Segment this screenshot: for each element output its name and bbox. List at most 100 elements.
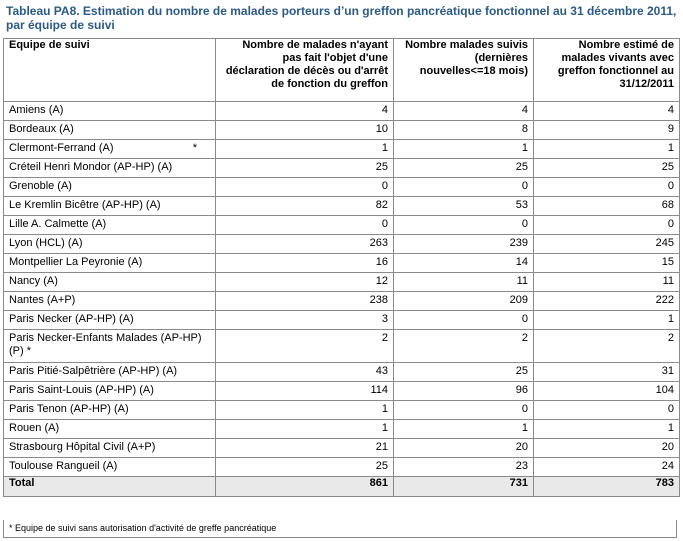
value-cell-col1: 0 — [215, 215, 394, 235]
team-name-cell: Paris Saint-Louis (AP-HP) (A) — [3, 381, 216, 401]
value-cell-col1: 238 — [215, 291, 394, 311]
value-cell-col1: 12 — [215, 272, 394, 292]
value-cell-col1: 10 — [215, 120, 394, 140]
team-name-cell: Paris Tenon (AP-HP) (A) — [3, 400, 216, 420]
table-row: Bordeaux (A) 10 8 9 — [3, 120, 680, 140]
total-col3: 783 — [533, 476, 680, 497]
value-cell-col3: 1 — [533, 419, 680, 439]
value-cell-col2: 25 — [393, 158, 534, 178]
value-cell-col3: 0 — [533, 215, 680, 235]
team-name: Nancy (A) — [9, 275, 58, 287]
value-cell-col2: 239 — [393, 234, 534, 254]
value-cell-col2: 25 — [393, 362, 534, 382]
team-name: Bordeaux (A) — [9, 123, 74, 135]
team-name-cell: Paris Necker (AP-HP) (A) — [3, 310, 216, 330]
value-cell-col2: 1 — [393, 419, 534, 439]
team-name: Strasbourg Hôpital Civil (A+P) — [9, 441, 156, 453]
value-cell-col3: 68 — [533, 196, 680, 216]
total-col1: 861 — [215, 476, 394, 497]
table-row: Lille A. Calmette (A) 0 0 0 — [3, 215, 680, 235]
team-name-cell: Lille A. Calmette (A) — [3, 215, 216, 235]
table-row: Rouen (A) 1 1 1 — [3, 419, 680, 439]
table-row: Lyon (HCL) (A) 263 239 245 — [3, 234, 680, 254]
team-name: Toulouse Rangueil (A) — [9, 460, 118, 472]
value-cell-col3: 245 — [533, 234, 680, 254]
team-name-cell: Nantes (A+P) — [3, 291, 216, 311]
value-cell-col1: 2 — [215, 329, 394, 363]
header-col2: Nombre malades suivis (dernières nouvell… — [393, 38, 534, 102]
table-row: Le Kremlin Bicêtre (AP-HP) (A) 82 53 68 — [3, 196, 680, 216]
team-name: Rouen (A) — [9, 422, 60, 434]
value-cell-col1: 263 — [215, 234, 394, 254]
team-name: Amiens (A) — [9, 104, 64, 116]
value-cell-col3: 24 — [533, 457, 680, 477]
value-cell-col2: 1 — [393, 139, 534, 159]
table-row: Paris Necker (AP-HP) (A) 3 0 1 — [3, 310, 680, 330]
value-cell-col2: 8 — [393, 120, 534, 140]
table-row: Paris Pitié-Salpêtrière (AP-HP) (A) 43 25 3… — [3, 362, 680, 382]
value-cell-col2: 53 — [393, 196, 534, 216]
table-row: Strasbourg Hôpital Civil (A+P) 21 20 20 — [3, 438, 680, 458]
team-name-cell: Paris Pitié-Salpêtrière (AP-HP) (A) — [3, 362, 216, 382]
value-cell-col1: 1 — [215, 419, 394, 439]
header-col3: Nombre estimé de malades vivants avec gr… — [533, 38, 680, 102]
value-cell-col1: 4 — [215, 101, 394, 121]
team-name-cell: Rouen (A) — [3, 419, 216, 439]
team-name-cell: Nancy (A) — [3, 272, 216, 292]
team-name-cell: Toulouse Rangueil (A) — [3, 457, 216, 477]
value-cell-col2: 0 — [393, 215, 534, 235]
value-cell-col2: 11 — [393, 272, 534, 292]
table-row: Paris Tenon (AP-HP) (A) 1 0 0 — [3, 400, 680, 420]
footnote: * Equipe de suivi sans autorisation d'ac… — [3, 520, 677, 538]
value-cell-col3: 4 — [533, 101, 680, 121]
table-row: Paris Necker-Enfants Malades (AP-HP) (P)… — [3, 329, 680, 363]
total-label: Total — [3, 476, 216, 497]
value-cell-col1: 1 — [215, 139, 394, 159]
table-caption: Tableau PA8. Estimation du nombre de mal… — [6, 4, 677, 32]
total-col2: 731 — [393, 476, 534, 497]
value-cell-col1: 21 — [215, 438, 394, 458]
table-row: Paris Saint-Louis (AP-HP) (A) 114 96 104 — [3, 381, 680, 401]
value-cell-col1: 82 — [215, 196, 394, 216]
team-name: Clermont-Ferrand (A) — [9, 142, 114, 154]
value-cell-col3: 20 — [533, 438, 680, 458]
value-cell-col3: 0 — [533, 177, 680, 197]
team-name-cell: Bordeaux (A) — [3, 120, 216, 140]
value-cell-col2: 2 — [393, 329, 534, 363]
table-row: Grenoble (A) 0 0 0 — [3, 177, 680, 197]
value-cell-col3: 222 — [533, 291, 680, 311]
header-team: Equipe de suivi — [3, 38, 216, 102]
table-row: Nancy (A) 12 11 11 — [3, 272, 680, 292]
team-name: Nantes (A+P) — [9, 294, 76, 306]
team-name: Paris Necker-Enfants Malades (AP-HP) (P)… — [9, 332, 202, 357]
table-row: Toulouse Rangueil (A) 25 23 24 — [3, 457, 680, 477]
value-cell-col2: 96 — [393, 381, 534, 401]
team-name: Lyon (HCL) (A) — [9, 237, 83, 249]
team-name-cell: Créteil Henri Mondor (AP-HP) (A) — [3, 158, 216, 178]
table-row: Clermont-Ferrand (A) * 1 1 1 — [3, 139, 680, 159]
value-cell-col1: 3 — [215, 310, 394, 330]
value-cell-col2: 0 — [393, 310, 534, 330]
value-cell-col1: 25 — [215, 457, 394, 477]
header-col1: Nombre de malades n'ayant pas fait l'obj… — [215, 38, 394, 102]
value-cell-col1: 16 — [215, 253, 394, 273]
value-cell-col1: 1 — [215, 400, 394, 420]
team-name-cell: Lyon (HCL) (A) — [3, 234, 216, 254]
value-cell-col3: 0 — [533, 400, 680, 420]
team-name-cell: Montpellier La Peyronie (A) — [3, 253, 216, 273]
table-row: Montpellier La Peyronie (A) 16 14 15 — [3, 253, 680, 273]
total-row: Total 861 731 783 — [3, 476, 680, 497]
team-name-cell: Amiens (A) — [3, 101, 216, 121]
value-cell-col3: 25 — [533, 158, 680, 178]
table-row: Nantes (A+P) 238 209 222 — [3, 291, 680, 311]
value-cell-col2: 4 — [393, 101, 534, 121]
value-cell-col3: 2 — [533, 329, 680, 363]
value-cell-col3: 15 — [533, 253, 680, 273]
value-cell-col3: 11 — [533, 272, 680, 292]
team-name: Grenoble (A) — [9, 180, 72, 192]
team-name: Paris Saint-Louis (AP-HP) (A) — [9, 384, 154, 396]
team-name: Lille A. Calmette (A) — [9, 218, 107, 230]
value-cell-col3: 31 — [533, 362, 680, 382]
team-name-cell: Grenoble (A) — [3, 177, 216, 197]
